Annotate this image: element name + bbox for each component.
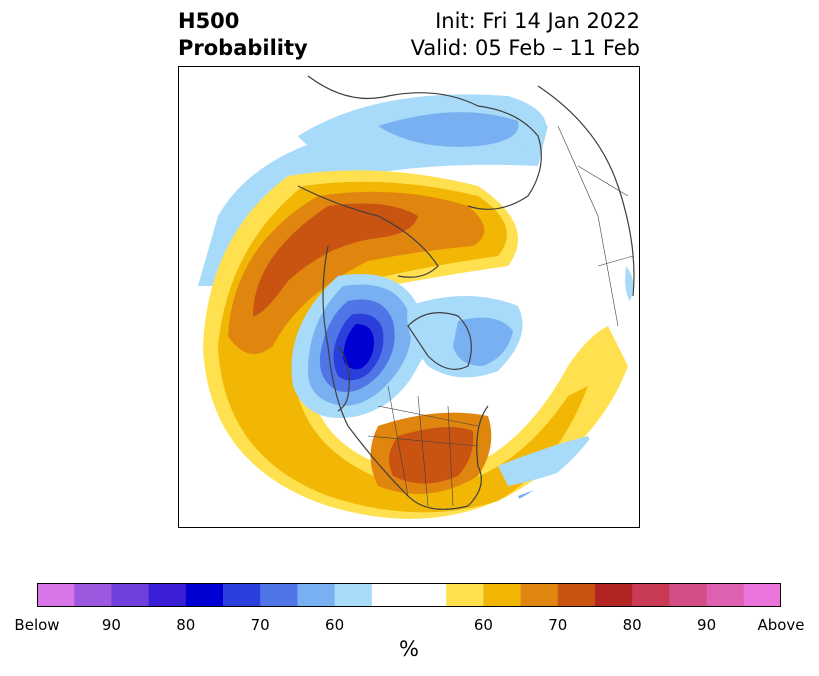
coastlines — [297, 75, 635, 510]
colorbar-cell — [334, 583, 373, 607]
probability-shading — [198, 94, 634, 519]
colorbar-cell — [111, 583, 150, 607]
colorbar-cell — [706, 583, 745, 607]
borders — [367, 125, 634, 507]
colorbar — [37, 583, 781, 607]
colorbar-tick-label: 90 — [101, 616, 121, 634]
colorbar-cell — [74, 583, 112, 607]
map-title: H500 Probability — [178, 8, 308, 62]
colorbar-cell — [483, 583, 522, 607]
colorbar-cell — [297, 583, 336, 607]
colorbar-tick-label: 70 — [548, 616, 568, 634]
map-border — [178, 66, 640, 528]
colorbar-tick-label: 60 — [473, 616, 493, 634]
colorbar-cell — [446, 583, 484, 607]
title-quantity: Probability — [178, 36, 308, 60]
colorbar-cell — [37, 583, 75, 607]
below-normal-region — [625, 266, 634, 301]
polar-map — [178, 66, 640, 528]
colorbar-tick-label: 80 — [622, 616, 642, 634]
title-variable: H500 — [178, 9, 240, 33]
below-normal-region — [343, 324, 374, 370]
colorbar-tick-label: 90 — [697, 616, 717, 634]
colorbar-unit: % — [399, 637, 419, 661]
init-date: Init: Fri 14 Jan 2022 — [435, 9, 640, 33]
colorbar-cell — [371, 583, 410, 607]
above-normal-region — [228, 191, 485, 354]
colorbar-cell — [557, 583, 596, 607]
colorbar-cell — [223, 583, 261, 607]
colorbar-cell — [148, 583, 187, 607]
colorbar-cell — [260, 583, 298, 607]
colorbar-tick-label: Above — [757, 616, 805, 634]
colorbar-cell — [409, 583, 447, 607]
map-subtitle: Init: Fri 14 Jan 2022 Valid: 05 Feb – 11… — [411, 8, 640, 62]
colorbar-tick-label: 60 — [325, 616, 345, 634]
colorbar-tick-label: Below — [14, 616, 60, 634]
colorbar-tick-label: 80 — [176, 616, 196, 634]
colorbar-tick-label: 70 — [250, 616, 270, 634]
above-normal-region — [253, 203, 418, 316]
colorbar-cell — [743, 583, 781, 607]
colorbar-cell — [185, 583, 224, 607]
below-normal-region — [378, 112, 519, 147]
above-normal-region — [389, 427, 474, 484]
colorbar-cell — [595, 583, 633, 607]
valid-range: Valid: 05 Feb – 11 Feb — [410, 36, 640, 60]
colorbar-cell — [669, 583, 708, 607]
below-normal-region — [498, 436, 598, 486]
colorbar-cell — [632, 583, 670, 607]
colorbar-cell — [520, 583, 559, 607]
